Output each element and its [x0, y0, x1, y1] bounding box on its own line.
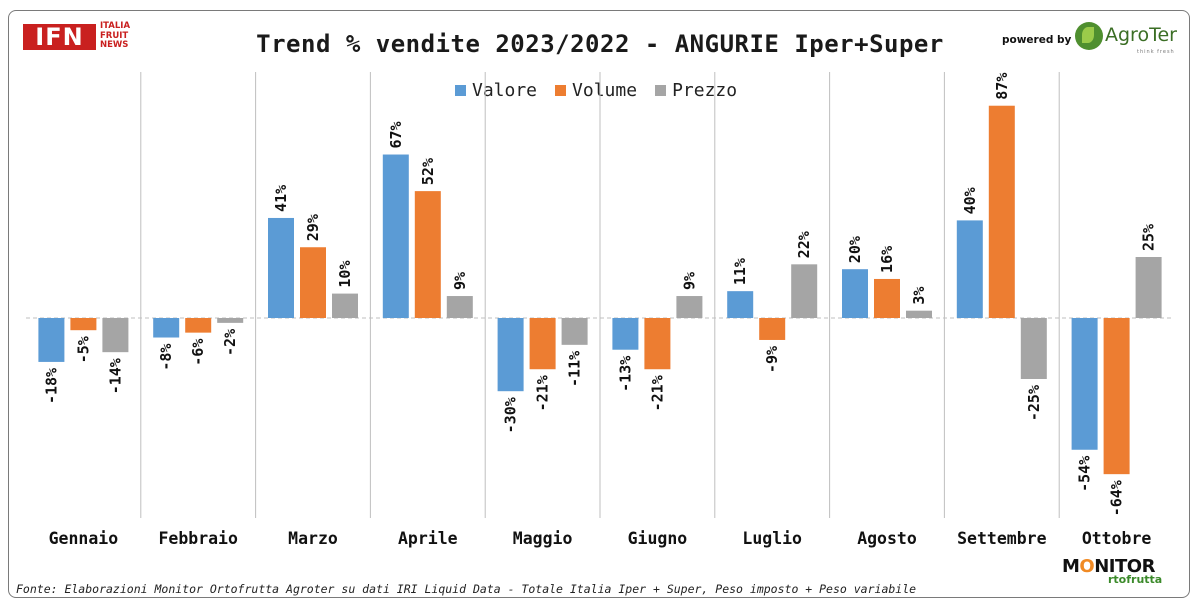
bar-prezzo-marzo: [332, 293, 358, 318]
source-note: Fonte: Elaborazioni Monitor Ortofrutta A…: [16, 582, 917, 596]
agroter-logo-tagline: think fresh: [1137, 49, 1175, 55]
data-label-volume-ottobre: -64%: [1108, 480, 1126, 516]
monitor-ortofrutta-logo: MONITOR rtofrutta: [1062, 556, 1180, 592]
bar-volume-luglio: [759, 318, 786, 340]
data-label-prezzo-settembre: -25%: [1025, 385, 1043, 421]
leaf-icon: [1075, 22, 1103, 50]
data-label-prezzo-maggio: -11%: [566, 351, 584, 387]
data-label-prezzo-febbraio: -2%: [221, 329, 239, 356]
bar-volume-marzo: [300, 247, 326, 318]
data-label-prezzo-marzo: 10%: [336, 261, 354, 288]
x-tick-label-maggio: Maggio: [513, 529, 573, 548]
data-label-volume-aprile: 52%: [419, 158, 437, 185]
data-label-valore-maggio: -30%: [502, 397, 520, 433]
ifn-logo-mark: IFN: [23, 24, 96, 50]
bar-volume-agosto: [874, 278, 900, 318]
data-label-volume-agosto: 16%: [878, 246, 896, 273]
bar-valore-ottobre: [1071, 318, 1098, 450]
data-label-valore-gennaio: -18%: [42, 368, 60, 404]
bar-valore-gennaio: [38, 318, 65, 362]
bar-volume-aprile: [414, 191, 441, 318]
data-label-volume-gennaio: -5%: [74, 336, 92, 363]
data-label-prezzo-ottobre: 25%: [1140, 224, 1158, 251]
bar-prezzo-luglio: [791, 264, 818, 318]
data-label-valore-agosto: 20%: [846, 236, 864, 263]
legend-item-volume: Volume: [555, 80, 637, 101]
data-label-valore-settembre: 40%: [961, 187, 979, 214]
bar-prezzo-ottobre: [1135, 257, 1162, 318]
agroter-logo-name: AgroTer: [1105, 24, 1177, 46]
data-label-prezzo-gennaio: -14%: [106, 358, 124, 394]
data-label-volume-febbraio: -6%: [189, 339, 207, 366]
legend-label-prezzo: Prezzo: [672, 80, 738, 101]
ifn-logo-line-3: NEWS: [100, 40, 129, 50]
bar-volume-settembre: [988, 105, 1015, 318]
ifn-logo-line-2: FRUIT: [100, 30, 129, 41]
x-tick-label-ottobre: Ottobre: [1082, 529, 1152, 548]
legend-swatch-volume: [555, 85, 567, 96]
bar-valore-giugno: [612, 318, 639, 350]
bar-valore-marzo: [268, 217, 294, 318]
bar-volume-maggio: [529, 318, 556, 370]
bar-prezzo-febbraio: [217, 318, 244, 323]
data-label-prezzo-aprile: 9%: [451, 272, 469, 290]
bar-volume-giugno: [644, 318, 671, 370]
data-label-prezzo-luglio: 22%: [795, 231, 813, 258]
data-label-volume-settembre: 87%: [993, 73, 1011, 100]
x-tick-label-giugno: Giugno: [628, 529, 688, 548]
data-label-prezzo-giugno: 9%: [680, 272, 698, 290]
data-label-valore-aprile: 67%: [387, 121, 405, 148]
data-label-valore-ottobre: -54%: [1076, 456, 1094, 492]
bar-prezzo-maggio: [561, 318, 588, 345]
chart-title: Trend % vendite 2023/2022 - ANGURIE Iper…: [256, 30, 944, 58]
legend-item-prezzo: Prezzo: [655, 80, 737, 101]
monitor-logo-wordmark: MONITOR: [1062, 556, 1155, 577]
data-label-volume-maggio: -21%: [534, 375, 552, 411]
bar-volume-gennaio: [70, 318, 97, 331]
legend-label-volume: Volume: [572, 80, 638, 101]
legend-swatch-valore: [455, 85, 466, 96]
x-tick-label-luglio: Luglio: [742, 529, 802, 548]
bar-volume-ottobre: [1103, 318, 1130, 475]
bar-prezzo-giugno: [676, 296, 703, 318]
agroter-logo: AgroTer think fresh: [1075, 22, 1185, 56]
data-label-prezzo-agosto: 3%: [910, 287, 928, 305]
data-label-volume-marzo: 29%: [304, 214, 322, 241]
monitor-logo-sub: rtofrutta: [1108, 573, 1163, 586]
x-tick-label-marzo: Marzo: [288, 529, 338, 548]
bar-prezzo-gennaio: [102, 318, 129, 353]
data-label-volume-giugno: -21%: [648, 375, 666, 411]
chart-legend: Valore Volume Prezzo: [455, 80, 737, 101]
legend-item-valore: Valore: [455, 80, 537, 101]
bar-valore-luglio: [727, 291, 754, 318]
bar-valore-settembre: [956, 220, 983, 318]
x-tick-label-aprile: Aprile: [398, 529, 458, 548]
bar-prezzo-aprile: [446, 296, 473, 318]
bar-valore-maggio: [497, 318, 524, 392]
ifn-logo-line-1: ITALIA: [100, 21, 131, 31]
legend-swatch-prezzo: [655, 85, 667, 96]
data-label-volume-luglio: -9%: [763, 346, 781, 373]
x-tick-label-febbraio: Febbraio: [158, 529, 238, 548]
data-label-valore-giugno: -13%: [616, 356, 634, 392]
bar-valore-agosto: [842, 269, 868, 318]
bar-prezzo-agosto: [906, 310, 932, 318]
data-label-valore-marzo: 41%: [272, 185, 290, 212]
powered-by-text: powered by: [1002, 34, 1072, 46]
bar-valore-febbraio: [153, 318, 180, 338]
x-tick-label-gennaio: Gennaio: [49, 529, 119, 548]
x-tick-label-agosto: Agosto: [857, 529, 917, 548]
ifn-logo-subtitle: ITALIA FRUIT NEWS: [100, 21, 160, 51]
bar-volume-febbraio: [185, 318, 212, 333]
bar-valore-aprile: [382, 154, 409, 318]
bar-prezzo-settembre: [1020, 318, 1047, 379]
legend-label-valore: Valore: [472, 80, 538, 101]
x-tick-label-settembre: Settembre: [957, 529, 1046, 548]
data-label-valore-luglio: 11%: [731, 258, 749, 285]
data-label-valore-febbraio: -8%: [157, 344, 175, 371]
